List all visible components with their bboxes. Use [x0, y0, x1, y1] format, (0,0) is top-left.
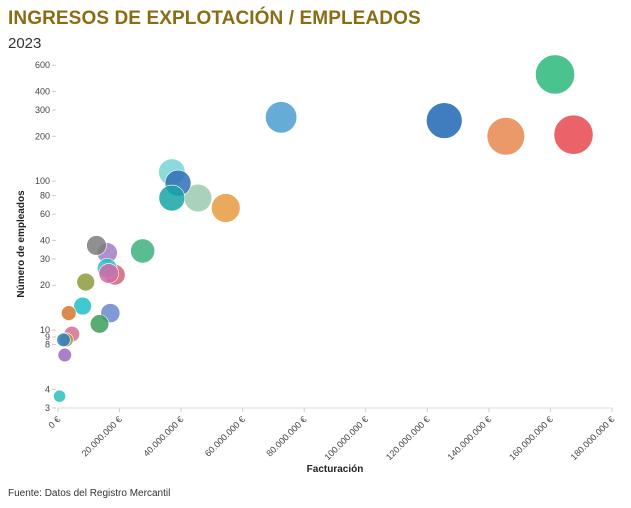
data-point-bubble[interactable] [535, 54, 575, 95]
y-tick-label: 300 [35, 105, 50, 115]
data-point-bubble[interactable] [98, 263, 119, 284]
data-point-bubble[interactable] [86, 235, 107, 256]
data-point-bubble[interactable] [76, 272, 95, 292]
data-point-bubble[interactable] [73, 296, 92, 316]
y-tick-label: 80 [40, 191, 50, 201]
x-tick-label: 80.000.000 € [264, 414, 308, 458]
y-tick-label: 400 [35, 86, 50, 96]
data-point-bubble[interactable] [56, 332, 71, 347]
y-tick-label: 600 [35, 60, 50, 70]
x-tick-label: 20.000.000 € [80, 414, 124, 458]
y-tick-label: 40 [40, 235, 50, 245]
x-tick-label: 180.000.000 € [569, 414, 617, 462]
y-tick-label: 200 [35, 131, 50, 141]
data-point-bubble[interactable] [486, 117, 525, 156]
data-point-bubble[interactable] [89, 314, 110, 334]
y-tick-label: 9 [45, 332, 50, 342]
y-tick-label: 60 [40, 209, 50, 219]
data-point-bubble[interactable] [61, 305, 77, 321]
x-tick-label: 40.000.000 € [141, 414, 185, 458]
data-point-bubble[interactable] [53, 389, 66, 403]
x-tick-label: 160.000.000 € [507, 414, 555, 462]
data-point-bubble[interactable] [553, 114, 594, 155]
x-tick-label: 0 € [46, 414, 62, 430]
y-tick-label: 3 [45, 403, 50, 413]
data-point-bubble[interactable] [265, 101, 298, 134]
y-tick-label: 20 [40, 280, 50, 290]
data-point-bubble[interactable] [211, 193, 241, 223]
x-axis-ticks: 0 € 20.000.000 € 40.000.000 € 60.000.000 € 8… [46, 408, 616, 462]
y-tick-label: 30 [40, 254, 50, 264]
y-tick-label: 100 [35, 176, 50, 186]
x-tick-label: 60.000.000 € [203, 414, 247, 458]
x-tick-label: 100.000.000 € [322, 414, 370, 462]
y-axis-title: Número de empleados [16, 190, 27, 298]
bubbles [53, 54, 594, 403]
y-tick-label: 8 [45, 340, 50, 350]
chart-title: INGRESOS DE EXPLOTACIÓN / EMPLEADOS [8, 8, 421, 29]
chart-subtitle: 2023 [8, 35, 42, 52]
data-point-bubble[interactable] [426, 102, 463, 139]
source-note: Fuente: Datos del Registro Mercantil [8, 488, 171, 499]
x-tick-label: 120.000.000 € [384, 414, 432, 462]
y-tick-label: 10 [40, 325, 50, 335]
data-point-bubble[interactable] [57, 347, 72, 363]
y-tick-label: 4 [45, 384, 50, 394]
data-point-bubble[interactable] [158, 184, 186, 212]
x-axis-title: Facturación [307, 464, 364, 475]
data-point-bubble[interactable] [130, 238, 156, 264]
x-tick-label: 140.000.000 € [446, 414, 494, 462]
